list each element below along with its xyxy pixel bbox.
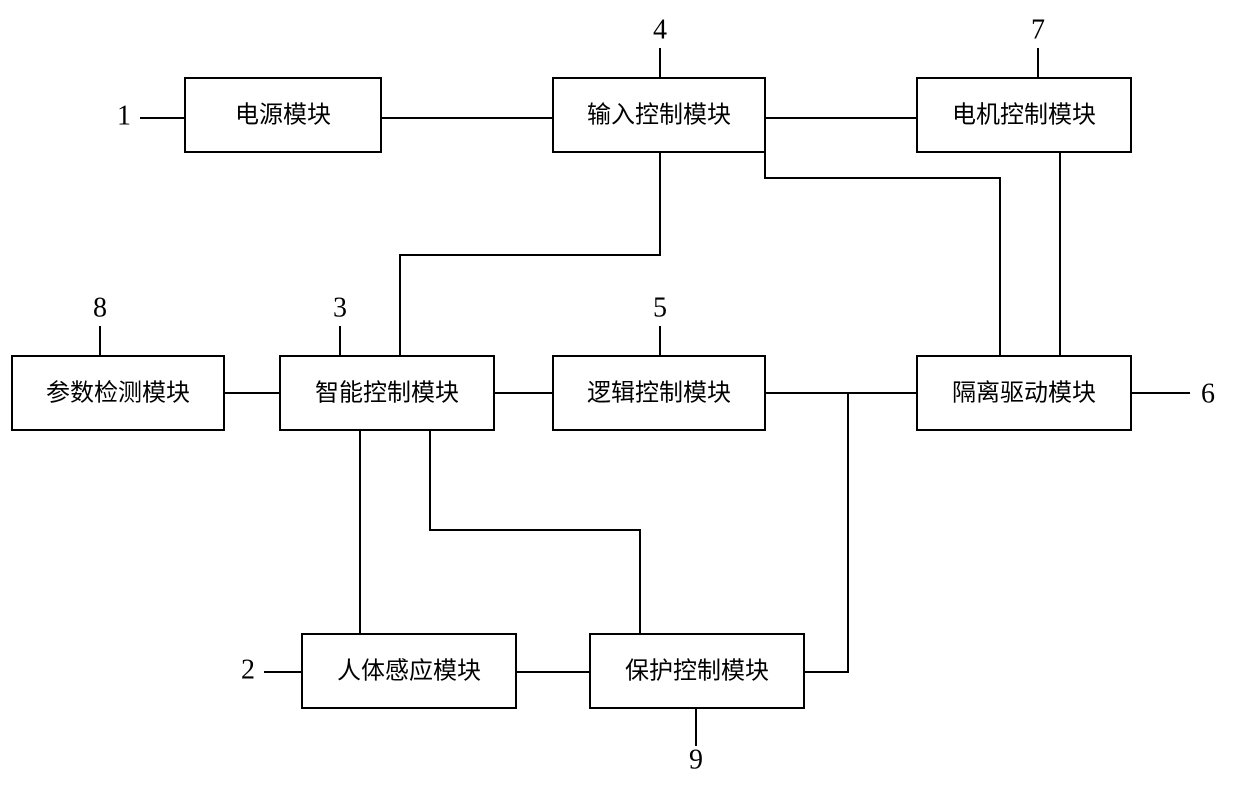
node-smart: 智能控制模块 — [280, 356, 494, 430]
edge-e-input-isolate — [765, 152, 1000, 356]
node-motor: 电机控制模块 — [917, 78, 1131, 152]
node-label-power: 电源模块 — [235, 102, 331, 129]
node-label-protect: 保护控制模块 — [625, 658, 769, 685]
node-label-motor: 电机控制模块 — [952, 102, 1096, 129]
node-label-human: 人体感应模块 — [337, 658, 481, 685]
number-label-n5: 5 — [653, 292, 667, 323]
node-label-isolate: 隔离驱动模块 — [952, 380, 1096, 407]
number-label-n4: 4 — [653, 14, 667, 45]
number-label-n3: 3 — [333, 292, 347, 323]
node-isolate: 隔离驱动模块 — [917, 356, 1131, 430]
node-param: 参数检测模块 — [12, 356, 224, 430]
node-label-logic: 逻辑控制模块 — [587, 380, 731, 407]
node-logic: 逻辑控制模块 — [553, 356, 765, 430]
node-input: 输入控制模块 — [553, 78, 765, 152]
number-label-n6: 6 — [1201, 378, 1215, 409]
edge-e-protect-isolate — [804, 393, 848, 672]
number-label-n8: 8 — [93, 292, 107, 323]
node-power: 电源模块 — [185, 78, 381, 152]
node-human: 人体感应模块 — [302, 634, 516, 708]
node-label-input: 输入控制模块 — [587, 102, 731, 129]
edge-e-input-smart — [400, 152, 660, 356]
edge-e-smart-protect — [430, 430, 640, 634]
node-label-param: 参数检测模块 — [46, 380, 190, 407]
block-diagram: 电源模块 输入控制模块 电机控制模块参数检测模块 智能控制模块 逻辑控制模块 隔离驱动模块… — [0, 0, 1239, 810]
number-label-n9: 9 — [689, 744, 703, 775]
number-label-n7: 7 — [1031, 14, 1045, 45]
node-protect: 保护控制模块 — [590, 634, 804, 708]
number-label-n2: 2 — [241, 654, 255, 685]
number-label-n1: 1 — [117, 100, 131, 131]
node-label-smart: 智能控制模块 — [315, 380, 459, 407]
